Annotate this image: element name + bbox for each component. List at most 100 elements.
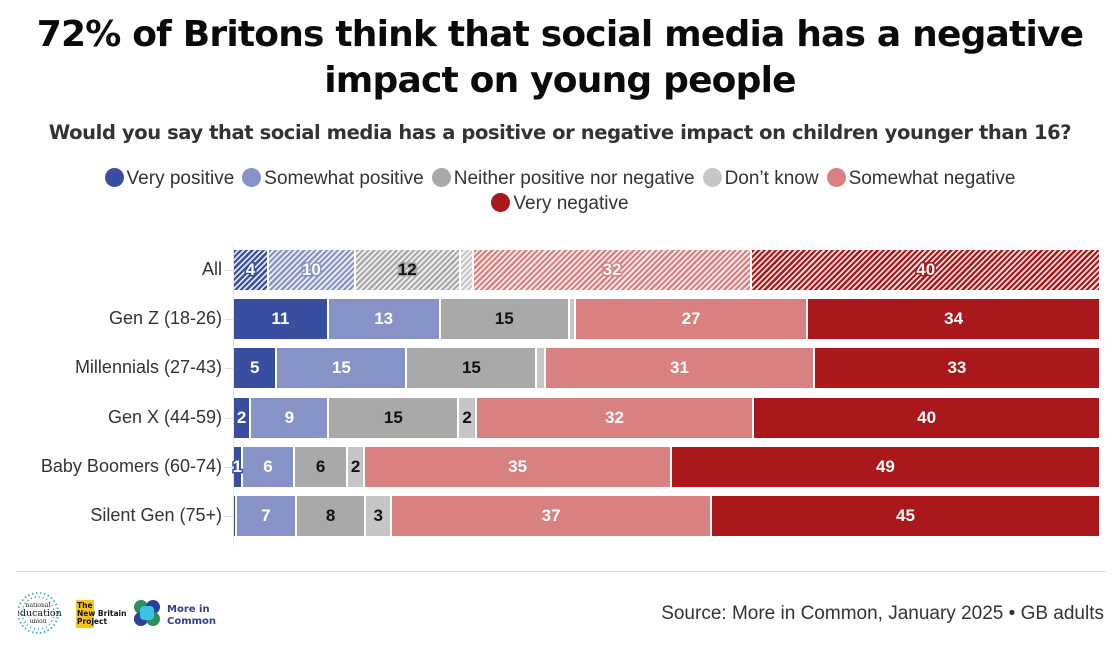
legend-swatch (431, 168, 451, 187)
data-label: 2 (235, 406, 248, 428)
data-label: 12 (396, 259, 418, 281)
category-label: All (201, 259, 222, 279)
bar-segment-somewhat-negative: 32 (476, 397, 755, 438)
bar-segment-somewhat-negative: 32 (473, 250, 753, 290)
bar-segment-don-t-know: 3 (366, 496, 393, 536)
y-tick (225, 368, 233, 370)
legend-swatch (242, 168, 262, 187)
bar-segment-very-positive: 1 (231, 446, 244, 487)
data-label: 15 (382, 406, 404, 428)
neu-logo-line1: national (26, 602, 51, 609)
data-label: 15 (493, 308, 515, 330)
legend-label: Very positive (126, 168, 235, 189)
bar-segment-very-positive (234, 496, 237, 536)
bar-segment-very-negative: 40 (754, 397, 1101, 438)
bar-segment-very-negative: 34 (808, 299, 1101, 340)
y-axis-line (233, 245, 234, 545)
legend-swatch (702, 168, 722, 187)
data-label: 13 (373, 308, 395, 330)
data-label: 3 (372, 505, 385, 527)
legend-item-very-positive: Very positive (104, 166, 235, 191)
y-tick (225, 319, 233, 321)
mic-logo-line2: Common (167, 616, 216, 627)
nbp-logo-line1: The (77, 601, 93, 610)
legend-swatch (104, 168, 124, 187)
bar-segment-somewhat-negative: 27 (575, 299, 809, 340)
footer-divider (16, 571, 1106, 572)
bar-segment-somewhat-positive: 10 (268, 250, 356, 290)
data-label: 32 (601, 259, 623, 281)
data-label: 34 (943, 308, 965, 330)
bar-segment-somewhat-positive: 13 (328, 299, 441, 340)
data-label: 33 (946, 357, 968, 379)
y-tick (225, 466, 233, 468)
data-label: 2 (349, 455, 362, 477)
mic-logo-line1: More in (167, 604, 210, 615)
data-label: 10 (300, 259, 322, 281)
stacked-bar-chart: All 4 10 12 32 40 Gen Z (18-26) 11 13 15 27 34 Mille… (0, 245, 1120, 545)
chart-title: 72% of Britons think that social media h… (36, 14, 1084, 101)
data-label: 31 (669, 357, 691, 379)
source-note: Source: More in Common, January 2025 • G… (661, 603, 1104, 624)
data-label: 8 (324, 505, 337, 527)
y-tick (225, 417, 233, 419)
bar-segment-very-negative: 40 (752, 250, 1101, 290)
bar-segment-neither-positive-nor-negative: 15 (329, 397, 460, 438)
neu-logo-line2: education (18, 608, 62, 619)
category-label: Millennials (27-43) (74, 357, 222, 378)
data-label: 9 (283, 406, 296, 428)
data-label: 35 (507, 455, 529, 477)
data-label: 27 (680, 308, 702, 330)
legend-label: Don’t know (724, 168, 819, 189)
data-label: 6 (262, 455, 275, 477)
data-label: 1 (231, 455, 244, 477)
bar-segment-very-positive: 2 (234, 397, 252, 438)
partner-logos: national education union The New Britain… (18, 592, 216, 634)
data-label: 4 (244, 259, 257, 281)
bar-segment-don-t-know: 2 (347, 446, 366, 487)
data-label: 15 (330, 357, 352, 379)
bar-segment-somewhat-positive: 9 (251, 397, 330, 438)
nbp-logo-line3: Project (77, 617, 107, 626)
neu-logo-line3: union (29, 618, 46, 625)
y-tick (225, 516, 233, 517)
bar-segment-somewhat-positive: 6 (242, 446, 296, 487)
bar-segment-neither-positive-nor-negative: 8 (297, 496, 367, 536)
data-label: 15 (460, 357, 482, 379)
bar-segment-neither-positive-nor-negative: 15 (407, 348, 538, 389)
bar-segment-neither-positive-nor-negative: 15 (440, 299, 570, 340)
bar-segment-somewhat-negative: 37 (392, 496, 712, 536)
legend-item-somewhat-negative: Somewhat negative (826, 166, 1015, 191)
data-label: 40 (916, 406, 938, 428)
new-britain-project-logo: The New Britain Project (76, 600, 126, 628)
bar-segment-don-t-know (569, 299, 576, 340)
bar-segment-very-negative: 45 (712, 496, 1101, 536)
legend-label: Neither positive nor negative (453, 168, 695, 189)
category-label: Silent Gen (75+) (90, 505, 222, 525)
more-in-common-logo: More in Common (134, 600, 216, 627)
bar-segment-don-t-know (460, 250, 474, 290)
bar-segment-don-t-know: 2 (459, 397, 477, 438)
bar-segment-somewhat-negative: 35 (365, 446, 672, 487)
legend: Very positive Somewhat positive Neither po… (20, 166, 1100, 216)
bar-segment-very-positive: 5 (234, 348, 278, 389)
bar-segment-very-negative: 49 (671, 446, 1101, 487)
data-label: 37 (540, 505, 562, 527)
bar-segment-very-positive: 11 (234, 299, 329, 340)
data-label: 7 (260, 505, 273, 527)
data-label: 49 (874, 455, 896, 477)
category-label: Gen Z (18-26) (108, 308, 222, 329)
bar-segment-very-positive: 4 (234, 250, 269, 290)
legend-label: Very negative (513, 193, 629, 214)
bar-segment-somewhat-positive: 7 (236, 496, 298, 536)
legend-item-don-t-know: Don’t know (702, 166, 819, 191)
bar-segment-somewhat-positive: 15 (277, 348, 408, 389)
bar-segment-very-negative: 33 (814, 348, 1101, 389)
legend-swatch (826, 168, 846, 187)
data-label: 32 (604, 406, 626, 428)
bar-segment-don-t-know (537, 348, 547, 389)
legend-item-somewhat-positive: Somewhat positive (242, 166, 424, 191)
data-label: 11 (270, 308, 291, 330)
data-label: 5 (248, 357, 261, 379)
category-label: Baby Boomers (60-74) (40, 455, 222, 476)
